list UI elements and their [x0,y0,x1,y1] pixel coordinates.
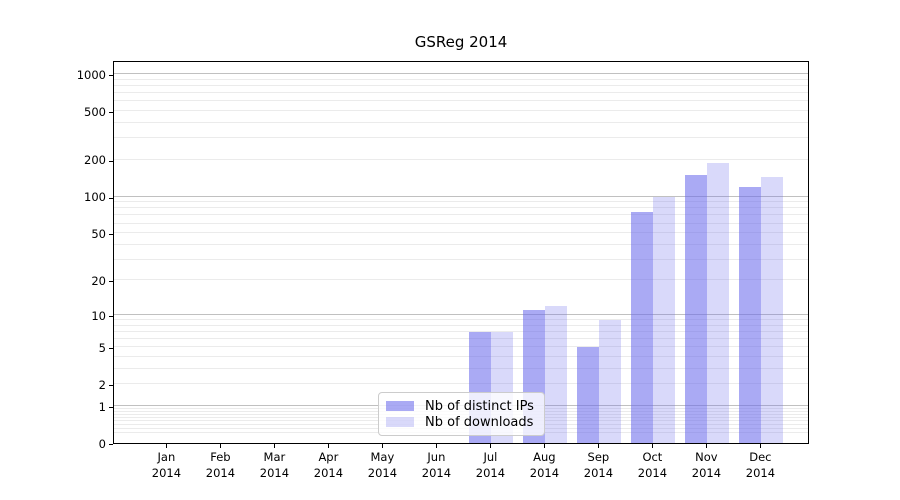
y-tick-label-200: 200 [84,153,106,168]
gridline-minor-30 [114,258,808,260]
gridline-minor-5 [114,346,808,348]
x-tick-mark-dec [760,444,762,448]
legend-swatch-downloads [386,417,414,427]
gridline-minor-80 [114,207,808,209]
x-tick-label-nov: Nov 2014 [691,450,722,480]
x-tick-label-jul: Jul 2014 [475,450,506,480]
x-tick-label-jun: Jun 2014 [421,450,452,480]
gridline-minor-8 [114,324,808,326]
x-tick-label-feb: Feb 2014 [205,450,236,480]
x-tick-label-sep: Sep 2014 [583,450,614,480]
y-tick-mark-0 [109,444,113,445]
bar-distinct-ips-oct [631,211,654,443]
bar-distinct-ips-dec [739,186,762,443]
y-tick-label-50: 50 [91,226,106,241]
gridline-minor-70 [114,214,808,216]
y-tick-mark-5 [109,348,113,350]
gridline-minor-60 [114,222,808,224]
y-tick-mark-100 [109,197,113,199]
bar-downloads-dec [761,176,784,443]
x-tick-label-dec: Dec 2014 [745,450,776,480]
x-tick-label-jan: Jan 2014 [151,450,182,480]
y-tick-mark-1000 [109,75,113,77]
x-tick-mark-sep [598,444,600,448]
x-tick-mark-apr [328,444,330,448]
chart-title: GSReg 2014 [414,33,508,51]
gridline-minor-800 [114,85,808,86]
gridline-minor-9 [114,319,808,320]
gridline-minor-4 [114,356,808,358]
y-tick-label-1000: 1000 [76,67,106,82]
gridline-minor-200 [114,158,808,160]
y-tick-mark-2 [109,385,113,387]
legend-item-distinct-ips: Nb of distinct IPs [386,399,536,414]
x-tick-label-may: May 2014 [367,450,398,480]
y-tick-mark-10 [109,316,113,317]
x-tick-mark-jun [436,444,438,448]
bar-downloads-oct [653,196,676,443]
x-tick-mark-jul [490,444,492,448]
y-tick-label-100: 100 [84,190,106,205]
bar-downloads-aug [545,306,568,443]
gridline-minor-900 [114,78,808,80]
gridline-minor-40 [114,243,808,245]
gridline-minor-20 [114,279,808,281]
y-tick-label-10: 10 [91,308,106,323]
gridline-minor-600 [114,100,808,102]
bar-distinct-ips-sep [577,347,600,443]
x-tick-mark-may [382,444,384,448]
gridline-minor-6 [114,338,808,340]
legend-label-distinct-ips: Nb of distinct IPs [425,398,534,414]
x-tick-label-apr: Apr 2014 [313,450,344,480]
y-tick-mark-1 [109,407,113,408]
y-tick-label-5: 5 [98,340,106,355]
y-tick-label-2: 2 [98,377,106,392]
plot-area: Nb of distinct IPs Nb of downloads [113,61,809,444]
gridline-minor-700 [114,92,808,94]
bar-distinct-ips-nov [685,175,708,443]
gridline-minor-300 [114,137,808,139]
y-tick-label-500: 500 [84,104,106,119]
gridline-minor-7 [114,331,808,332]
bar-downloads-sep [599,320,622,443]
legend: Nb of distinct IPs Nb of downloads [378,392,545,436]
x-tick-mark-feb [220,444,222,448]
x-tick-mark-nov [706,444,708,448]
y-tick-mark-500 [109,112,113,113]
gridline-minor-3 [114,368,808,369]
legend-item-downloads: Nb of downloads [386,415,536,430]
bar-downloads-nov [707,162,730,443]
x-tick-label-mar: Mar 2014 [259,450,290,480]
y-tick-label-0: 0 [98,436,106,451]
gridline-major-100 [114,195,808,197]
gridline-minor-50 [114,232,808,233]
y-tick-mark-50 [109,234,113,235]
gridline-major-1000 [114,73,808,75]
x-tick-mark-aug [544,444,546,448]
x-tick-label-aug: Aug 2014 [529,450,560,480]
gridline-minor-2 [114,383,808,385]
legend-swatch-distinct-ips [386,401,414,411]
legend-label-downloads: Nb of downloads [425,414,534,430]
y-tick-label-20: 20 [91,273,106,288]
x-tick-mark-mar [274,444,276,448]
x-tick-mark-jan [166,444,168,448]
gridline-major-10 [114,314,808,315]
gridline-minor-90 [114,201,808,203]
gridline-minor-400 [114,121,808,123]
y-tick-mark-200 [109,160,113,162]
x-tick-mark-oct [652,444,654,448]
y-tick-mark-20 [109,281,113,283]
y-tick-label-1: 1 [98,399,106,414]
gridline-minor-500 [114,110,808,111]
x-tick-label-oct: Oct 2014 [637,450,668,480]
